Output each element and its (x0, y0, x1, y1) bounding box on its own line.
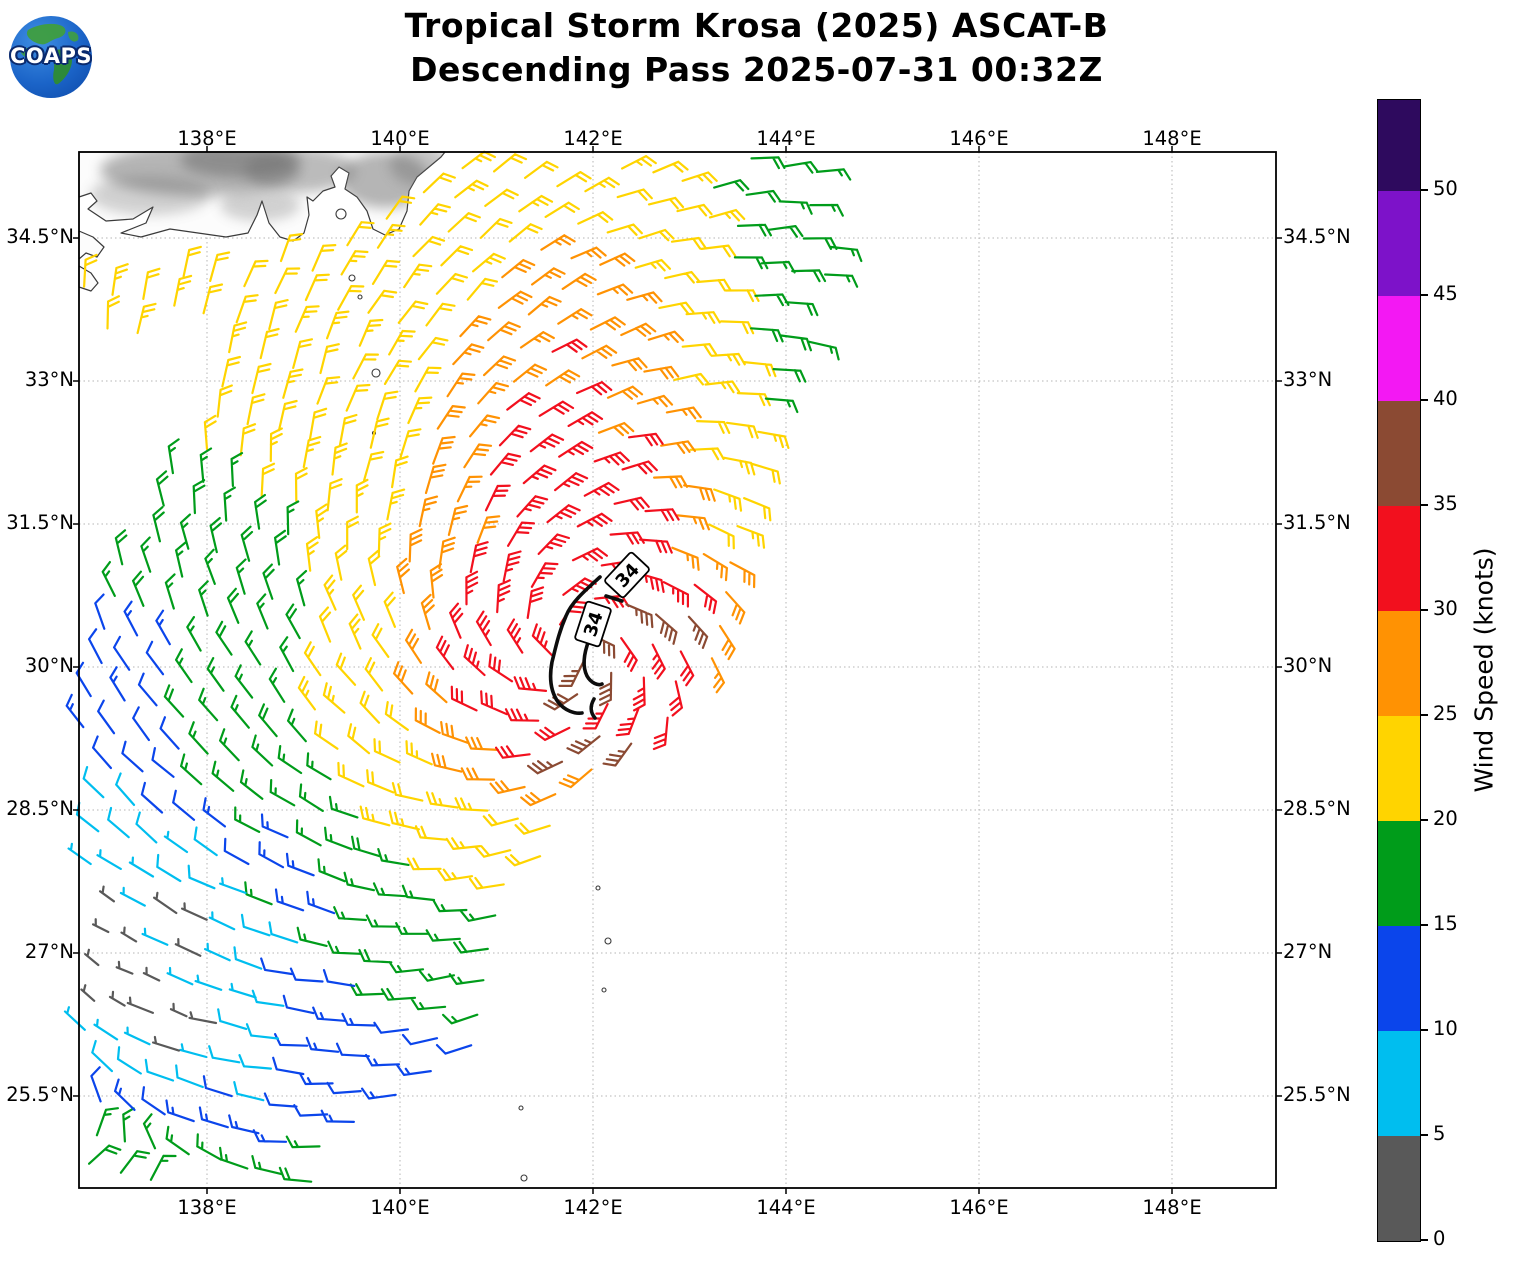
coaps-logo-text: COAPS (10, 44, 92, 68)
colorbar-bin-0-5 (1378, 1136, 1420, 1241)
colorbar-bin-15-20 (1378, 821, 1420, 926)
colorbar-tick-value: 25 (1433, 702, 1458, 725)
gale-contour-label: 34 (574, 600, 612, 648)
lat-tick-right: 25.5°N (1283, 1082, 1351, 1106)
colorbar-tickmark (1421, 189, 1428, 191)
colorbar-tick-value: 35 (1433, 492, 1458, 515)
lon-tick-bottom: 148°E (1142, 1196, 1202, 1219)
lon-tick-bottom: 140°E (370, 1196, 430, 1219)
coastline-land (78, 151, 612, 1182)
lon-tick-top: 142°E (563, 127, 623, 150)
lat-tick-left: 34.5°N (6, 225, 74, 248)
colorbar-bin-50-55 (1378, 100, 1420, 191)
colorbar-tick-value: 0 (1433, 1227, 1446, 1250)
lon-tick-top: 148°E (1142, 127, 1202, 150)
colorbar-label: Wind Speed (knots) (1469, 547, 1499, 793)
plot-title: Tropical Storm Krosa (2025) ASCAT-B (404, 6, 1109, 45)
colorbar-bin-45-50 (1378, 191, 1420, 296)
lat-tick-right: 28.5°N (1283, 796, 1351, 820)
colorbar-tickmark (1421, 1029, 1428, 1031)
colorbar-tickmark (1421, 924, 1428, 926)
colorbar-tickmark (1421, 294, 1428, 296)
colorbar-bin-40-45 (1378, 296, 1420, 401)
lon-tick-bottom: 146°E (949, 1196, 1009, 1219)
colorbar-bin-10-15 (1378, 926, 1420, 1031)
colorbar-bin-20-25 (1378, 716, 1420, 821)
map-frame (73, 146, 1282, 1194)
colorbar-tick-value: 15 (1433, 912, 1458, 935)
lon-tick-top: 144°E (756, 127, 816, 150)
lat-tick-left: 33°N (24, 368, 74, 391)
lon-tick-top: 138°E (177, 127, 237, 150)
colorbar-tick-value: 50 (1433, 177, 1458, 200)
lon-tick-bottom: 144°E (756, 1196, 816, 1219)
lat-tick-left: 28.5°N (6, 796, 74, 820)
gale-contour-label: 34 (604, 551, 650, 599)
lon-tick-bottom: 142°E (563, 1196, 623, 1219)
lat-tick-right: 27°N (1283, 939, 1333, 963)
colorbar-tickmark (1421, 1239, 1428, 1241)
colorbar-bin-30-35 (1378, 506, 1420, 611)
colorbar-tickmark (1421, 819, 1428, 821)
lat-tick-right: 33°N (1283, 368, 1333, 391)
colorbar-bin-35-40 (1378, 401, 1420, 506)
colorbar-tickmark (1421, 1134, 1428, 1136)
lat-tick-left: 27°N (24, 939, 74, 963)
gridlines (79, 152, 1276, 1188)
globe-icon (10, 16, 92, 98)
lon-tick-top: 140°E (370, 127, 430, 150)
plot-subtitle: Descending Pass 2025-07-31 00:32Z (410, 50, 1103, 89)
lon-tick-top: 146°E (949, 127, 1009, 150)
globe-continents (20, 23, 79, 85)
coaps-logo: COAPS (10, 16, 92, 98)
lat-tick-right: 31.5°N (1283, 511, 1351, 534)
lat-tick-right: 34.5°N (1283, 225, 1351, 248)
colorbar-tickmark (1421, 609, 1428, 611)
colorbar-tick-value: 10 (1433, 1017, 1458, 1040)
lat-tick-left: 31.5°N (6, 511, 74, 534)
colorbar (1377, 99, 1421, 1242)
colorbar-bin-5-10 (1378, 1031, 1420, 1136)
colorbar-tick-value: 40 (1433, 387, 1458, 410)
colorbar-bin-25-30 (1378, 611, 1420, 716)
colorbar-tickmark (1421, 714, 1428, 716)
wind-barb-field (63, 150, 863, 1183)
colorbar-tick-value: 30 (1433, 597, 1458, 620)
colorbar-tickmark (1421, 399, 1428, 401)
lon-tick-bottom: 138°E (177, 1196, 237, 1219)
lat-tick-left: 30°N (24, 654, 74, 677)
colorbar-tick-value: 5 (1433, 1122, 1446, 1145)
lat-tick-left: 25.5°N (6, 1082, 74, 1106)
colorbar-tickmark (1421, 504, 1428, 506)
colorbar-tick-value: 20 (1433, 807, 1458, 830)
colorbar-tick-value: 45 (1433, 282, 1458, 305)
lat-tick-right: 30°N (1283, 654, 1333, 677)
